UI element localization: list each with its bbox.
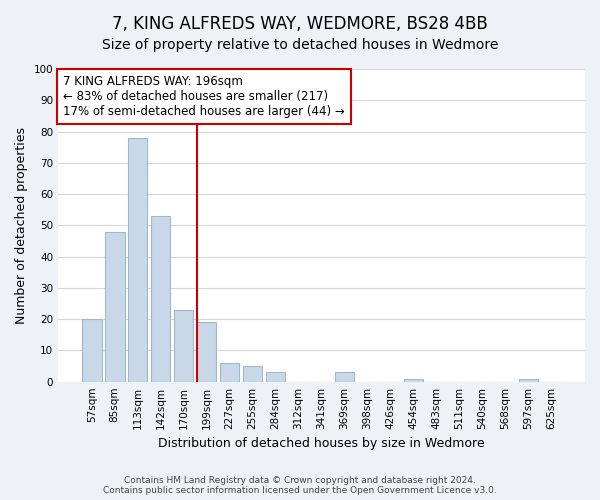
Bar — [220, 363, 239, 382]
Bar — [174, 310, 193, 382]
Bar — [243, 366, 262, 382]
Text: Contains HM Land Registry data © Crown copyright and database right 2024.
Contai: Contains HM Land Registry data © Crown c… — [103, 476, 497, 495]
Text: Size of property relative to detached houses in Wedmore: Size of property relative to detached ho… — [102, 38, 498, 52]
Bar — [335, 372, 354, 382]
Text: 7, KING ALFREDS WAY, WEDMORE, BS28 4BB: 7, KING ALFREDS WAY, WEDMORE, BS28 4BB — [112, 15, 488, 33]
X-axis label: Distribution of detached houses by size in Wedmore: Distribution of detached houses by size … — [158, 437, 485, 450]
Bar — [518, 378, 538, 382]
Bar — [105, 232, 125, 382]
Bar — [266, 372, 286, 382]
Bar — [128, 138, 148, 382]
Bar — [151, 216, 170, 382]
Bar — [197, 322, 217, 382]
Y-axis label: Number of detached properties: Number of detached properties — [15, 127, 28, 324]
Bar — [404, 378, 423, 382]
Bar — [82, 319, 101, 382]
Text: 7 KING ALFREDS WAY: 196sqm
← 83% of detached houses are smaller (217)
17% of sem: 7 KING ALFREDS WAY: 196sqm ← 83% of deta… — [64, 76, 345, 118]
